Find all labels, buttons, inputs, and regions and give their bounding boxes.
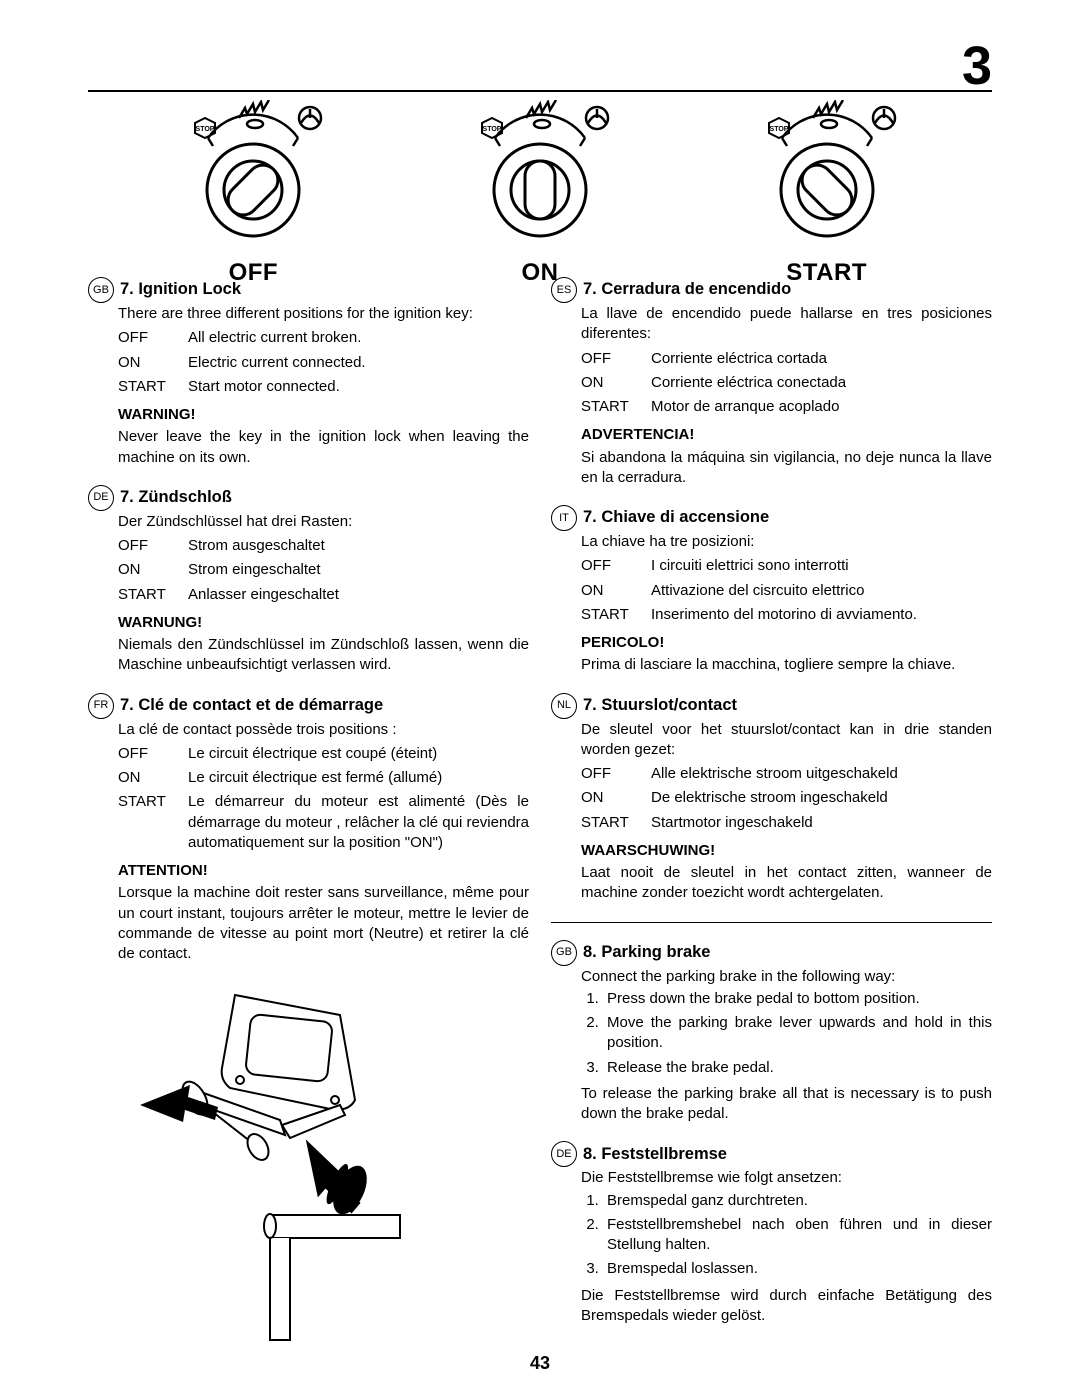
section-es: ES 7. Cerradura de encendido La llave de… [551,278,992,488]
dial-on-svg: STOP [450,100,630,245]
step: Feststellbremshebel nach oben führen und… [603,1215,992,1256]
intro-text: Connect the parking brake in the followi… [581,967,992,987]
section-title: 7. Ignition Lock [120,278,241,300]
step: Press down the brake pedal to bottom pos… [603,989,992,1009]
section-divider [551,922,992,923]
dial-off: STOP OFF [163,100,343,290]
section-title: 7. Cerradura de encendido [583,278,791,300]
section-fr: FR 7. Clé de contact et de démarrage La … [88,694,529,965]
section-nl: NL 7. Stuurslot/contact De sleutel voor … [551,694,992,904]
warn-text: Lorsque la machine doit rester sans surv… [118,883,529,964]
warn-text: Si abandona la máquina sin vigilancia, n… [581,448,992,489]
warn-text: Prima di lasciare la macchina, togliere … [581,655,992,675]
dial-start-svg: STOP [737,100,917,245]
warn-text: Never leave the key in the ignition lock… [118,427,529,468]
warn-label: WARNING! [118,405,529,425]
top-rule [88,90,992,92]
dial-on: STOP ON [450,100,630,290]
step: Bremspedal loslassen. [603,1259,992,1279]
positions-table: OFFCorriente eléctrica cortada ONCorrien… [581,349,992,418]
outro-text: Die Feststellbremse wird durch einfache … [581,1286,992,1327]
section-gb8: GB 8. Parking brake Connect the parking … [551,941,992,1125]
section-title: 7. Clé de contact et de démarrage [120,694,383,716]
dial-start: STOP START [737,100,917,290]
dial-off-svg: STOP [163,100,343,245]
section-title: 7. Stuurslot/contact [583,694,737,716]
intro-text: Der Zündschlüssel hat drei Rasten: [118,512,529,532]
country-badge: FR [88,693,114,719]
dials-row: STOP OFF STOP [110,100,970,290]
page-number-bottom: 43 [0,1351,1080,1375]
country-badge: GB [88,277,114,303]
warn-label: ADVERTENCIA! [581,425,992,445]
section-it: IT 7. Chiave di accensione La chiave ha … [551,506,992,676]
section-title: 7. Zündschloß [120,486,232,508]
warn-text: Niemals den Zündschlüssel im Zündschloß … [118,635,529,676]
warn-label: WAARSCHUWING! [581,841,992,861]
step: Bremspedal ganz durchtreten. [603,1191,992,1211]
positions-table: OFFI circuiti elettrici sono interrotti … [581,556,992,625]
warn-label: WARNUNG! [118,613,529,633]
right-column: ES 7. Cerradura de encendido La llave de… [551,278,992,1344]
intro-text: There are three different positions for … [118,304,529,324]
section-de8: DE 8. Feststellbremse Die Feststellbrems… [551,1142,992,1326]
country-badge: GB [551,940,577,966]
intro-text: La clé de contact possède trois position… [118,720,529,740]
outro-text: To release the parking brake all that is… [581,1084,992,1125]
positions-table: OFFStrom ausgeschaltet ONStrom eingescha… [118,536,529,605]
positions-table: OFFAlle elektrische stroom uitgeschakeld… [581,764,992,833]
warn-label: ATTENTION! [118,861,529,881]
intro-text: Die Feststellbremse wie folgt ansetzen: [581,1168,992,1188]
country-badge: DE [88,485,114,511]
section-title: 8. Feststellbremse [583,1143,727,1165]
country-badge: ES [551,277,577,303]
steps-list: Press down the brake pedal to bottom pos… [581,989,992,1078]
positions-table: OFFLe circuit électrique est coupé (étei… [118,744,529,853]
intro-text: La chiave ha tre posizioni: [581,532,992,552]
step: Move the parking brake lever upwards and… [603,1013,992,1054]
country-badge: IT [551,505,577,531]
section-gb: GB 7. Ignition Lock There are three diff… [88,278,529,468]
warn-label: PERICOLO! [581,633,992,653]
section-title: 8. Parking brake [583,941,710,963]
step: Release the brake pedal. [603,1058,992,1078]
country-badge: DE [551,1141,577,1167]
intro-text: De sleutel voor het stuurslot/contact ka… [581,720,992,761]
section-title: 7. Chiave di accensione [583,506,769,528]
section-de: DE 7. Zündschloß Der Zündschlüssel hat d… [88,486,529,676]
brake-illustration [140,990,450,1360]
warn-text: Laat nooit de sleutel in het contact zit… [581,863,992,904]
country-badge: NL [551,693,577,719]
steps-list: Bremspedal ganz durchtreten. Feststellbr… [581,1191,992,1280]
positions-table: OFFAll electric current broken. ONElectr… [118,328,529,397]
intro-text: La llave de encendido puede hallarse en … [581,304,992,345]
